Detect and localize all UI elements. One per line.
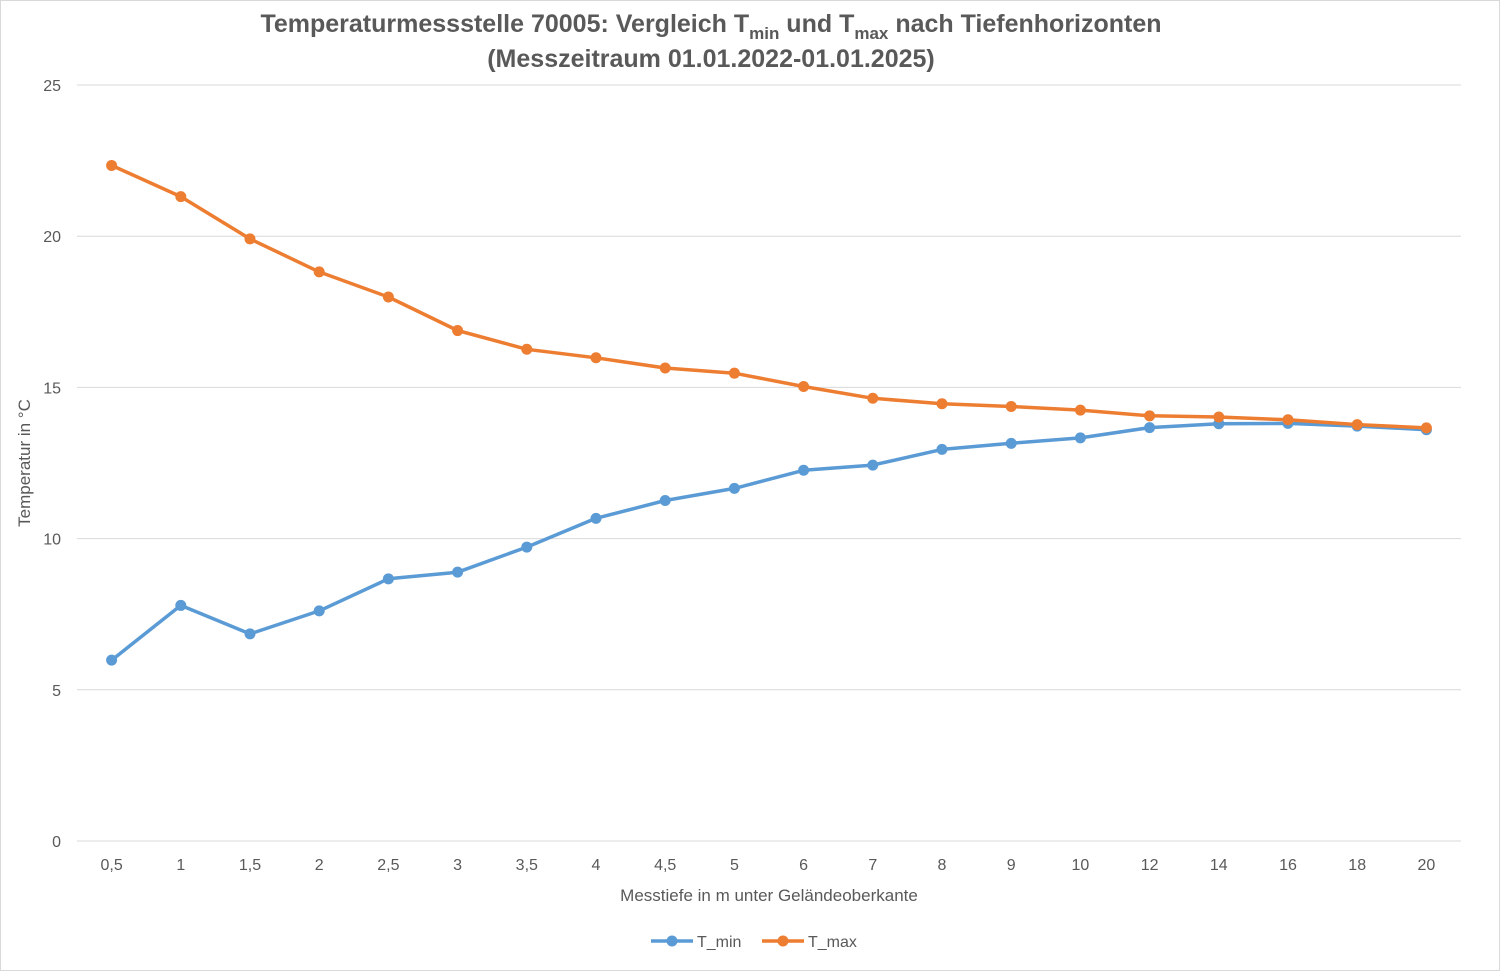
y-tick-label: 5 [52,683,61,700]
title-suffix: nach Tiefenhorizonten [888,10,1161,38]
x-tick-label: 2,5 [377,857,399,874]
data-point [590,352,602,364]
x-tick-label: 12 [1141,857,1159,874]
data-point [1005,400,1017,412]
series-line [109,163,1429,430]
data-point [313,266,325,278]
data-point [798,380,810,392]
data-point [728,482,740,494]
legend: T_min T_max [651,934,857,951]
x-tick-label: 2 [315,857,324,874]
title-subscript-max: max [854,24,889,43]
data-point [798,464,810,476]
legend-item: T_min [651,934,741,951]
x-tick-label: 18 [1348,857,1366,874]
x-tick-label: 3 [453,857,462,874]
y-tick-label: 10 [43,532,61,549]
x-tick-label: 5 [730,857,739,874]
y-tick-label: 20 [43,229,61,246]
legend-label: T_max [808,934,857,951]
x-tick-label: 4 [592,857,601,874]
x-tick-label: 0,5 [100,857,122,874]
chart-title-line-2: (Messzeitraum 01.01.2022-01.01.2025) [487,45,935,73]
legend-marker [666,935,678,947]
data-point [1144,410,1156,422]
legend-marker [777,935,789,947]
x-tick-label: 10 [1072,857,1090,874]
data-point [106,159,118,171]
series-layer [106,159,1432,666]
y-axis-title: Temperatur in °C [15,399,34,527]
data-point [244,233,256,245]
y-tick-label: 0 [52,834,61,851]
data-point [521,541,533,553]
data-point [590,512,602,524]
data-point [244,628,256,640]
chart-title-line-1: Temperaturmessstelle 70005: Vergleich Tm… [260,10,1161,43]
data-point [175,191,187,203]
data-point [659,362,671,374]
title-subscript-min: min [749,24,779,43]
data-point [867,392,879,404]
data-point [106,654,118,666]
data-point [382,573,394,585]
x-tick-label: 1 [176,857,185,874]
series-t-max [106,159,1432,434]
data-point [1074,404,1086,416]
title-middle: und T [779,10,854,38]
data-point [452,566,464,578]
data-point [936,398,948,410]
x-tick-label: 20 [1418,857,1436,874]
data-point [867,459,879,471]
y-tick-label: 25 [43,78,61,95]
y-axis-ticks: 0 5 10 15 20 25 [43,78,61,851]
x-tick-label: 9 [1007,857,1016,874]
series-line [109,421,1429,662]
data-point [936,443,948,455]
data-point [452,325,464,337]
y-tick-label: 15 [43,380,61,397]
x-tick-label: 16 [1279,857,1297,874]
x-tick-label: 6 [799,857,808,874]
data-point [382,291,394,303]
data-point [1213,411,1225,423]
x-tick-label: 4,5 [654,857,676,874]
gridlines [77,84,1461,842]
data-point [728,367,740,379]
data-point [659,494,671,506]
data-point [1351,419,1363,431]
x-axis-ticks: 0,5 1 1,5 2 2,5 3 3,5 4 4,5 5 6 7 8 9 10 12 14 16 18 20 [100,857,1435,874]
series-t-min [106,417,1432,666]
data-point [1005,437,1017,449]
data-point [1144,422,1156,434]
x-axis-title: Messtiefe in m unter Geländeoberkante [620,886,918,905]
x-tick-label: 7 [868,857,877,874]
x-tick-label: 3,5 [516,857,538,874]
data-point [521,343,533,355]
x-tick-label: 8 [938,857,947,874]
data-point [313,605,325,617]
data-point [1074,432,1086,444]
title-prefix: Temperaturmessstelle 70005: Vergleich T [260,10,749,38]
legend-label: T_min [697,934,741,951]
data-point [1282,414,1294,426]
data-point [175,599,187,611]
data-point [1420,422,1432,434]
legend-item: T_max [762,934,857,951]
x-tick-label: 14 [1210,857,1228,874]
x-tick-label: 1,5 [239,857,261,874]
